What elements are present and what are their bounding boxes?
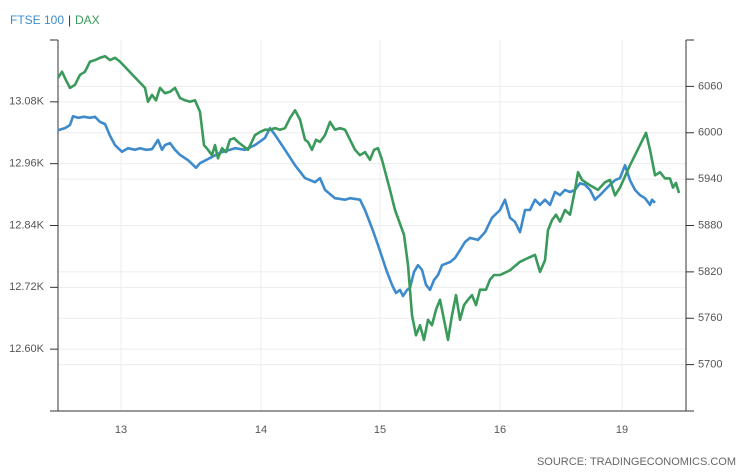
y-tick-label: 12.84K — [9, 219, 45, 231]
series-line — [57, 115, 656, 298]
y-tick-label: 12.96K — [9, 158, 45, 170]
x-tick-label: 15 — [374, 424, 386, 436]
y-tick-label: 12.60K — [9, 343, 45, 355]
x-tick-label: 16 — [494, 424, 506, 436]
x-tick-label: 13 — [115, 424, 127, 436]
legend-entry: DAX — [75, 13, 100, 27]
y-tick-label: 13.08K — [9, 96, 45, 108]
y2-tick-label: 5880 — [698, 219, 722, 231]
y2-tick-label: 6060 — [698, 80, 722, 92]
y2-tick-label: 5700 — [698, 359, 722, 371]
legend: FTSE 100 | DAX — [10, 13, 100, 27]
y2-tick-label: 6000 — [698, 127, 722, 139]
source: SOURCE: TRADINGECONOMICS.COM — [537, 456, 736, 468]
legend-separator: | — [68, 13, 71, 27]
legend-entry: FTSE 100 — [10, 13, 64, 27]
y2-tick-label: 5940 — [698, 173, 722, 185]
x-tick-label: 14 — [255, 424, 267, 436]
x-tick-label: 19 — [616, 424, 628, 436]
y2-tick-label: 5760 — [698, 312, 722, 324]
y2-tick-label: 5820 — [698, 266, 722, 278]
y-tick-label: 12.72K — [9, 281, 45, 293]
series-line — [56, 54, 681, 342]
